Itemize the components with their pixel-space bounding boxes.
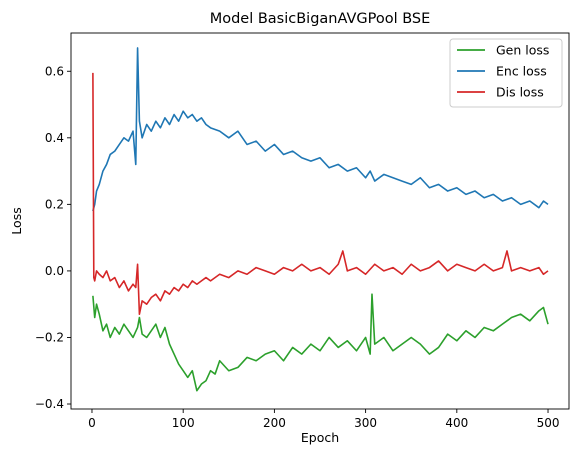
series-line-enc-loss (92, 47, 549, 212)
y-axis: −0.4 −0.2 0.0 0.2 0.4 0.6 (35, 64, 71, 411)
y-tick-label: 0.6 (45, 64, 64, 78)
x-tick-label: 100 (172, 416, 195, 430)
legend-items: Gen loss Enc loss Dis loss (457, 43, 549, 100)
chart-title: Model BasicBiganAVGPool BSE (210, 11, 431, 27)
y-tick-label: 0.0 (45, 264, 64, 278)
x-axis-label: Epoch (301, 430, 339, 445)
y-tick-label: −0.2 (35, 330, 64, 344)
y-tick-label: 0.4 (45, 131, 64, 145)
y-tick-label: 0.2 (45, 197, 64, 211)
legend-box (449, 38, 563, 108)
series-line-gen-loss (92, 293, 549, 392)
x-tick-label: 200 (263, 416, 286, 430)
x-tick-label: 400 (445, 416, 468, 430)
plot-frame (70, 32, 570, 410)
x-axis: 0 100 200 300 400 500 (88, 409, 559, 430)
y-tick-label: −0.4 (35, 397, 64, 411)
legend-label: Gen loss (496, 43, 549, 58)
y-axis-label: Loss (9, 207, 24, 234)
x-tick-label: 500 (537, 416, 560, 430)
legend-label: Dis loss (496, 85, 544, 100)
series-line-dis-loss (92, 72, 549, 315)
series-layer (92, 47, 549, 392)
x-tick-label: 0 (88, 416, 96, 430)
legend: Gen loss Enc loss Dis loss (449, 38, 563, 108)
legend-label: Enc loss (496, 64, 547, 79)
x-tick-label: 300 (354, 416, 377, 430)
